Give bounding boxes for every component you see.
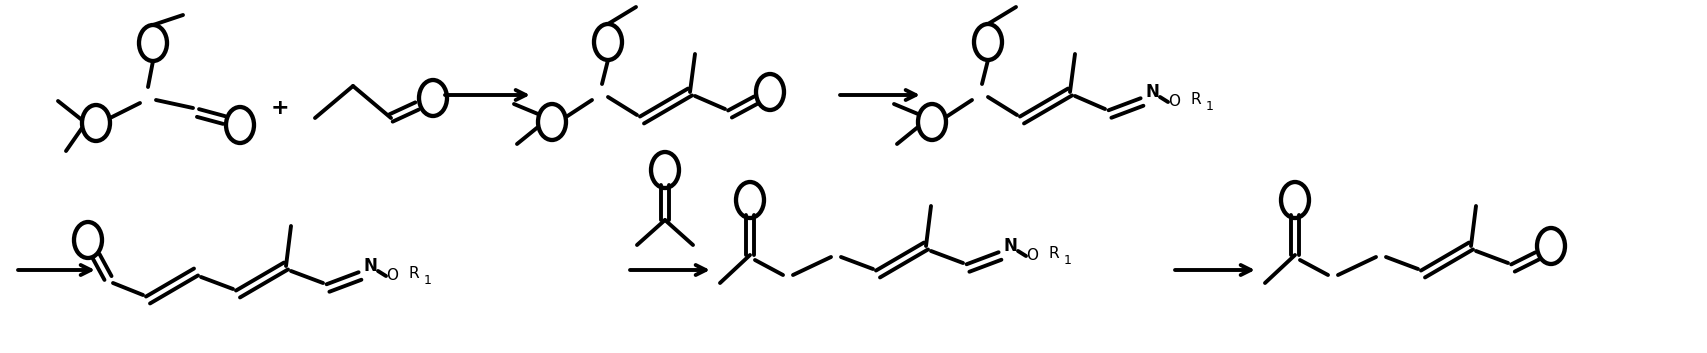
Text: +: + xyxy=(271,98,288,118)
Text: O: O xyxy=(1026,249,1038,263)
Text: O: O xyxy=(1168,95,1180,109)
Text: N: N xyxy=(364,257,377,275)
Text: 1: 1 xyxy=(1063,255,1072,268)
Text: R: R xyxy=(1048,246,1060,262)
Text: R: R xyxy=(408,267,420,281)
Text: N: N xyxy=(1145,83,1159,101)
Text: 1: 1 xyxy=(423,275,432,287)
Text: N: N xyxy=(1004,237,1017,255)
Text: O: O xyxy=(386,269,398,283)
Text: 1: 1 xyxy=(1207,101,1214,114)
Text: R: R xyxy=(1191,92,1202,108)
